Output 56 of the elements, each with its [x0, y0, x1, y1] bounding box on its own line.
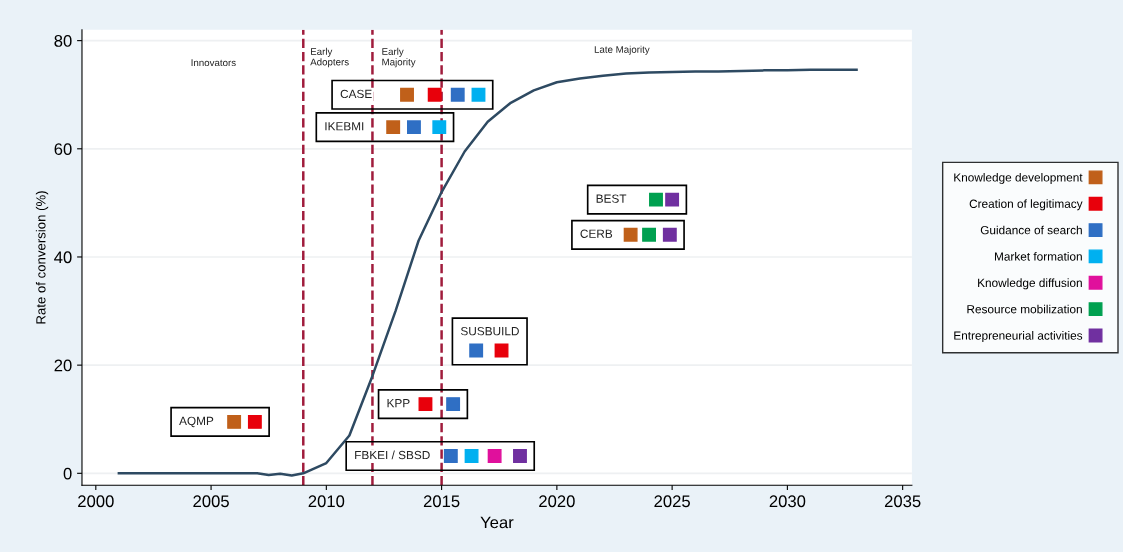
y-tick-label: 20 [54, 359, 72, 372]
point [427, 87, 442, 102]
point [418, 397, 433, 412]
legend-label: Market formation [994, 252, 1082, 261]
point [649, 192, 663, 207]
annotation: KPP [387, 399, 410, 408]
legend-label: Knowledge development [954, 172, 1083, 184]
x-tick-label: 2005 [193, 495, 229, 508]
x-tick-label: 2035 [884, 495, 921, 508]
point [471, 87, 486, 102]
point [400, 87, 414, 102]
legend-label: Entrepreneurial activities [954, 331, 1083, 343]
x-tick-label: 2010 [308, 495, 345, 508]
annotation: Innovators [191, 59, 236, 67]
legend-label: Knowledge diffusion [978, 278, 1082, 290]
legend-label: Resource mobilization [967, 304, 1082, 314]
y-tick-label: 80 [54, 35, 72, 47]
legend-label: Guidance of search [980, 225, 1082, 235]
annotation: CASE [340, 89, 372, 99]
x-tick-label: 2020 [539, 495, 575, 508]
line-series [117, 68, 858, 477]
point [450, 87, 465, 102]
annotation: Early Majority [382, 47, 416, 68]
annotation: CERB [580, 229, 613, 238]
point [247, 414, 262, 429]
annotation: Early Adopters [310, 47, 349, 68]
point [469, 343, 484, 358]
x-axis-title: Year [480, 516, 514, 529]
annotation: IKEBMI [325, 122, 364, 131]
point [406, 120, 421, 135]
y-axis-title: Rate of conversion (%) [35, 191, 49, 324]
point [386, 120, 401, 135]
point [443, 449, 458, 463]
y-tick-label: 60 [54, 143, 72, 155]
annotation: AQMP [179, 416, 214, 428]
y-tick-label: 40 [54, 251, 72, 264]
legend-label: Creation of legitimacy [969, 199, 1083, 211]
x-tick-label: 2000 [78, 495, 114, 508]
point [513, 449, 527, 463]
point [662, 227, 677, 242]
x-tick-label: 2025 [654, 495, 690, 508]
point [665, 192, 680, 207]
x-tick-label: 2030 [769, 495, 806, 508]
point [487, 449, 502, 463]
annotation: FBKEI / SBSD [355, 450, 430, 460]
x-tick-label: 2015 [423, 495, 460, 508]
point [642, 227, 657, 242]
annotation: SUSBUILD [460, 327, 519, 336]
point [227, 414, 242, 429]
y-tick-label: 0 [63, 467, 72, 480]
annotation: Late Majority [594, 45, 650, 55]
point [446, 397, 461, 412]
point [623, 227, 638, 242]
annotation: BEST [596, 194, 627, 203]
point [432, 120, 447, 135]
point [464, 449, 479, 463]
